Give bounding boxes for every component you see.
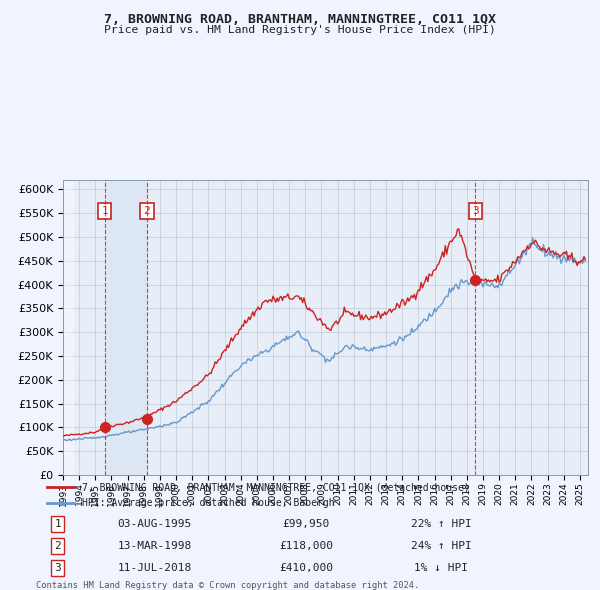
Text: 13-MAR-1998: 13-MAR-1998 [118, 541, 192, 551]
Text: £99,950: £99,950 [283, 519, 329, 529]
Text: 1: 1 [101, 206, 108, 216]
Text: 11-JUL-2018: 11-JUL-2018 [118, 563, 192, 573]
Bar [104, 180, 147, 475]
Text: 2: 2 [54, 541, 61, 551]
Text: 1% ↓ HPI: 1% ↓ HPI [414, 563, 468, 573]
Text: 03-AUG-1995: 03-AUG-1995 [118, 519, 192, 529]
Text: HPI: Average price, detached house, Babergh: HPI: Average price, detached house, Babe… [82, 499, 335, 509]
Text: Contains HM Land Registry data © Crown copyright and database right 2024.: Contains HM Land Registry data © Crown c… [36, 581, 419, 590]
Text: 7, BROWNING ROAD, BRANTHAM, MANNINGTREE, CO11 1QX (detached house): 7, BROWNING ROAD, BRANTHAM, MANNINGTREE,… [82, 482, 470, 492]
Text: 2: 2 [143, 206, 150, 216]
Text: 3: 3 [472, 206, 479, 216]
Text: 22% ↑ HPI: 22% ↑ HPI [410, 519, 472, 529]
Text: £118,000: £118,000 [279, 541, 333, 551]
Bar [63, 180, 74, 475]
Text: 1: 1 [54, 519, 61, 529]
Text: 3: 3 [54, 563, 61, 573]
Text: £410,000: £410,000 [279, 563, 333, 573]
Text: Price paid vs. HM Land Registry's House Price Index (HPI): Price paid vs. HM Land Registry's House … [104, 25, 496, 35]
Text: 24% ↑ HPI: 24% ↑ HPI [410, 541, 472, 551]
Text: 7, BROWNING ROAD, BRANTHAM, MANNINGTREE, CO11 1QX: 7, BROWNING ROAD, BRANTHAM, MANNINGTREE,… [104, 13, 496, 26]
